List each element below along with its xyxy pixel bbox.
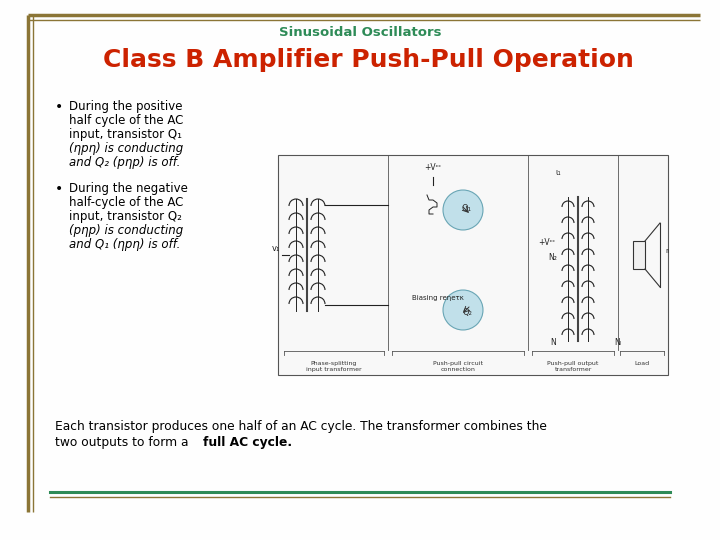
Text: +Vᶜᶜ: +Vᶜᶜ bbox=[424, 163, 441, 172]
Text: Q₁: Q₁ bbox=[462, 204, 472, 213]
Text: and Q₂ (pηp) is off.: and Q₂ (pηp) is off. bbox=[69, 156, 181, 169]
Text: Biasing reηeτκ: Biasing reηeτκ bbox=[412, 295, 464, 301]
Text: Phase-splitting
input transformer: Phase-splitting input transformer bbox=[306, 361, 362, 372]
Text: two outputs to form a: two outputs to form a bbox=[55, 436, 192, 449]
Circle shape bbox=[443, 190, 483, 230]
Text: half cycle of the AC: half cycle of the AC bbox=[69, 114, 184, 127]
Text: N₂: N₂ bbox=[549, 253, 557, 262]
Text: Load: Load bbox=[634, 361, 649, 366]
Text: input, transistor Q₂: input, transistor Q₂ bbox=[69, 210, 182, 223]
Text: +Vᶜᶜ: +Vᶜᶜ bbox=[538, 238, 555, 247]
Circle shape bbox=[443, 290, 483, 330]
Text: Push-pull output
transformer: Push-pull output transformer bbox=[547, 361, 599, 372]
Text: Nₗ: Nₗ bbox=[614, 338, 621, 347]
Text: ι₁: ι₁ bbox=[555, 168, 561, 177]
Text: •: • bbox=[55, 100, 63, 114]
Text: Each transistor produces one half of an AC cycle. The transformer combines the: Each transistor produces one half of an … bbox=[55, 420, 547, 433]
Text: v₁: v₁ bbox=[271, 244, 280, 253]
Bar bbox=[633, 241, 645, 269]
Text: rₗ: rₗ bbox=[665, 248, 669, 254]
Text: Sinusoidal Oscillators: Sinusoidal Oscillators bbox=[279, 25, 441, 38]
Text: Class B Amplifier Push-Pull Operation: Class B Amplifier Push-Pull Operation bbox=[102, 48, 634, 72]
Text: During the positive: During the positive bbox=[69, 100, 182, 113]
Text: (pηp) is conducting: (pηp) is conducting bbox=[69, 224, 184, 237]
Text: and Q₁ (ηpη) is off.: and Q₁ (ηpη) is off. bbox=[69, 238, 181, 251]
Text: N: N bbox=[550, 338, 556, 347]
Text: half-cycle of the AC: half-cycle of the AC bbox=[69, 196, 184, 209]
Text: •: • bbox=[55, 182, 63, 196]
Text: input, transistor Q₁: input, transistor Q₁ bbox=[69, 128, 182, 141]
Bar bbox=[278, 155, 668, 375]
Text: Push-pull circuit
connection: Push-pull circuit connection bbox=[433, 361, 483, 372]
Text: full AC cycle.: full AC cycle. bbox=[203, 436, 292, 449]
Text: During the negative: During the negative bbox=[69, 182, 188, 195]
Text: (ηpη) is conducting: (ηpη) is conducting bbox=[69, 142, 184, 155]
Text: Q₂: Q₂ bbox=[462, 307, 472, 316]
